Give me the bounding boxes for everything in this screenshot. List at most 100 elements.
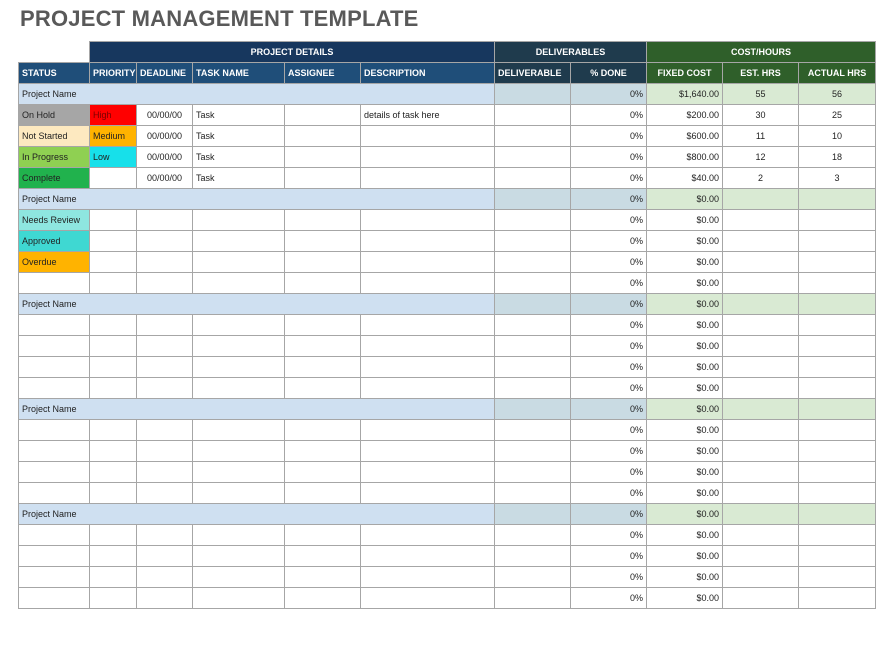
task-name-cell[interactable] bbox=[192, 566, 285, 588]
percent-done-cell[interactable]: 0% bbox=[569, 482, 648, 504]
actual-hrs-cell[interactable] bbox=[798, 230, 877, 252]
priority-cell[interactable] bbox=[89, 482, 137, 504]
deliverable-cell[interactable] bbox=[494, 524, 571, 546]
actual-hrs-cell[interactable] bbox=[798, 524, 877, 546]
column-header-est-hrs[interactable]: EST. HRS bbox=[722, 62, 800, 84]
description-cell[interactable] bbox=[360, 272, 495, 294]
actual-hrs-cell[interactable] bbox=[798, 356, 877, 378]
assignee-cell[interactable] bbox=[284, 482, 361, 504]
assignee-cell[interactable] bbox=[284, 251, 361, 273]
assignee-cell[interactable] bbox=[284, 461, 361, 483]
description-cell[interactable] bbox=[360, 356, 495, 378]
assignee-cell[interactable] bbox=[284, 440, 361, 462]
project-name-cell[interactable]: Project Name bbox=[18, 503, 495, 525]
task-name-cell[interactable]: Task bbox=[192, 104, 285, 126]
actual-hrs-cell[interactable] bbox=[798, 566, 877, 588]
assignee-cell[interactable] bbox=[284, 209, 361, 231]
project-percent-done-cell[interactable]: 0% bbox=[569, 293, 648, 315]
task-name-cell[interactable] bbox=[192, 419, 285, 441]
percent-done-cell[interactable]: 0% bbox=[569, 167, 648, 189]
fixed-cost-cell[interactable]: $600.00 bbox=[646, 125, 724, 147]
column-header-assignee[interactable]: ASSIGNEE bbox=[284, 62, 361, 84]
actual-hrs-cell[interactable] bbox=[798, 440, 877, 462]
project-deliverable-cell[interactable] bbox=[494, 188, 571, 210]
status-cell[interactable]: On Hold bbox=[18, 104, 90, 126]
est-hrs-cell[interactable] bbox=[722, 440, 800, 462]
percent-done-cell[interactable]: 0% bbox=[569, 251, 648, 273]
fixed-cost-cell[interactable]: $0.00 bbox=[646, 461, 724, 483]
est-hrs-cell[interactable] bbox=[722, 524, 800, 546]
percent-done-cell[interactable]: 0% bbox=[569, 335, 648, 357]
fixed-cost-cell[interactable]: $0.00 bbox=[646, 545, 724, 567]
fixed-cost-cell[interactable]: $0.00 bbox=[646, 524, 724, 546]
project-est-hrs-cell[interactable] bbox=[722, 293, 800, 315]
actual-hrs-cell[interactable]: 10 bbox=[798, 125, 877, 147]
project-est-hrs-cell[interactable] bbox=[722, 188, 800, 210]
deliverable-cell[interactable] bbox=[494, 146, 571, 168]
actual-hrs-cell[interactable] bbox=[798, 587, 877, 609]
fixed-cost-cell[interactable]: $0.00 bbox=[646, 272, 724, 294]
deadline-cell[interactable] bbox=[136, 461, 193, 483]
task-name-cell[interactable] bbox=[192, 440, 285, 462]
description-cell[interactable] bbox=[360, 440, 495, 462]
percent-done-cell[interactable]: 0% bbox=[569, 587, 648, 609]
priority-cell[interactable] bbox=[89, 209, 137, 231]
actual-hrs-cell[interactable] bbox=[798, 209, 877, 231]
actual-hrs-cell[interactable] bbox=[798, 251, 877, 273]
priority-cell[interactable] bbox=[89, 419, 137, 441]
status-cell[interactable] bbox=[18, 461, 90, 483]
est-hrs-cell[interactable] bbox=[722, 356, 800, 378]
deadline-cell[interactable] bbox=[136, 377, 193, 399]
deliverable-cell[interactable] bbox=[494, 356, 571, 378]
assignee-cell[interactable] bbox=[284, 314, 361, 336]
est-hrs-cell[interactable] bbox=[722, 230, 800, 252]
description-cell[interactable] bbox=[360, 314, 495, 336]
column-header-percent-done[interactable]: % DONE bbox=[569, 62, 648, 84]
description-cell[interactable] bbox=[360, 167, 495, 189]
actual-hrs-cell[interactable]: 25 bbox=[798, 104, 877, 126]
project-actual-hrs-cell[interactable]: 56 bbox=[798, 83, 877, 105]
assignee-cell[interactable] bbox=[284, 104, 361, 126]
est-hrs-cell[interactable] bbox=[722, 377, 800, 399]
status-cell[interactable] bbox=[18, 545, 90, 567]
project-actual-hrs-cell[interactable] bbox=[798, 398, 877, 420]
deliverable-cell[interactable] bbox=[494, 419, 571, 441]
description-cell[interactable] bbox=[360, 230, 495, 252]
task-name-cell[interactable] bbox=[192, 230, 285, 252]
percent-done-cell[interactable]: 0% bbox=[569, 314, 648, 336]
column-header-status[interactable]: STATUS bbox=[18, 62, 90, 84]
status-cell[interactable] bbox=[18, 314, 90, 336]
task-name-cell[interactable] bbox=[192, 587, 285, 609]
fixed-cost-cell[interactable]: $0.00 bbox=[646, 377, 724, 399]
description-cell[interactable] bbox=[360, 461, 495, 483]
est-hrs-cell[interactable] bbox=[722, 419, 800, 441]
description-cell[interactable] bbox=[360, 146, 495, 168]
assignee-cell[interactable] bbox=[284, 125, 361, 147]
status-cell[interactable]: Not Started bbox=[18, 125, 90, 147]
project-fixed-cost-cell[interactable]: $0.00 bbox=[646, 188, 724, 210]
deadline-cell[interactable] bbox=[136, 230, 193, 252]
description-cell[interactable] bbox=[360, 566, 495, 588]
status-cell[interactable] bbox=[18, 272, 90, 294]
percent-done-cell[interactable]: 0% bbox=[569, 356, 648, 378]
deadline-cell[interactable] bbox=[136, 251, 193, 273]
assignee-cell[interactable] bbox=[284, 377, 361, 399]
actual-hrs-cell[interactable] bbox=[798, 419, 877, 441]
deadline-cell[interactable] bbox=[136, 356, 193, 378]
priority-cell[interactable] bbox=[89, 251, 137, 273]
description-cell[interactable] bbox=[360, 125, 495, 147]
deliverable-cell[interactable] bbox=[494, 314, 571, 336]
deadline-cell[interactable] bbox=[136, 545, 193, 567]
percent-done-cell[interactable]: 0% bbox=[569, 104, 648, 126]
assignee-cell[interactable] bbox=[284, 146, 361, 168]
assignee-cell[interactable] bbox=[284, 272, 361, 294]
task-name-cell[interactable] bbox=[192, 335, 285, 357]
description-cell[interactable] bbox=[360, 545, 495, 567]
description-cell[interactable] bbox=[360, 251, 495, 273]
est-hrs-cell[interactable] bbox=[722, 461, 800, 483]
assignee-cell[interactable] bbox=[284, 167, 361, 189]
status-cell[interactable] bbox=[18, 587, 90, 609]
priority-cell[interactable] bbox=[89, 440, 137, 462]
assignee-cell[interactable] bbox=[284, 524, 361, 546]
assignee-cell[interactable] bbox=[284, 566, 361, 588]
